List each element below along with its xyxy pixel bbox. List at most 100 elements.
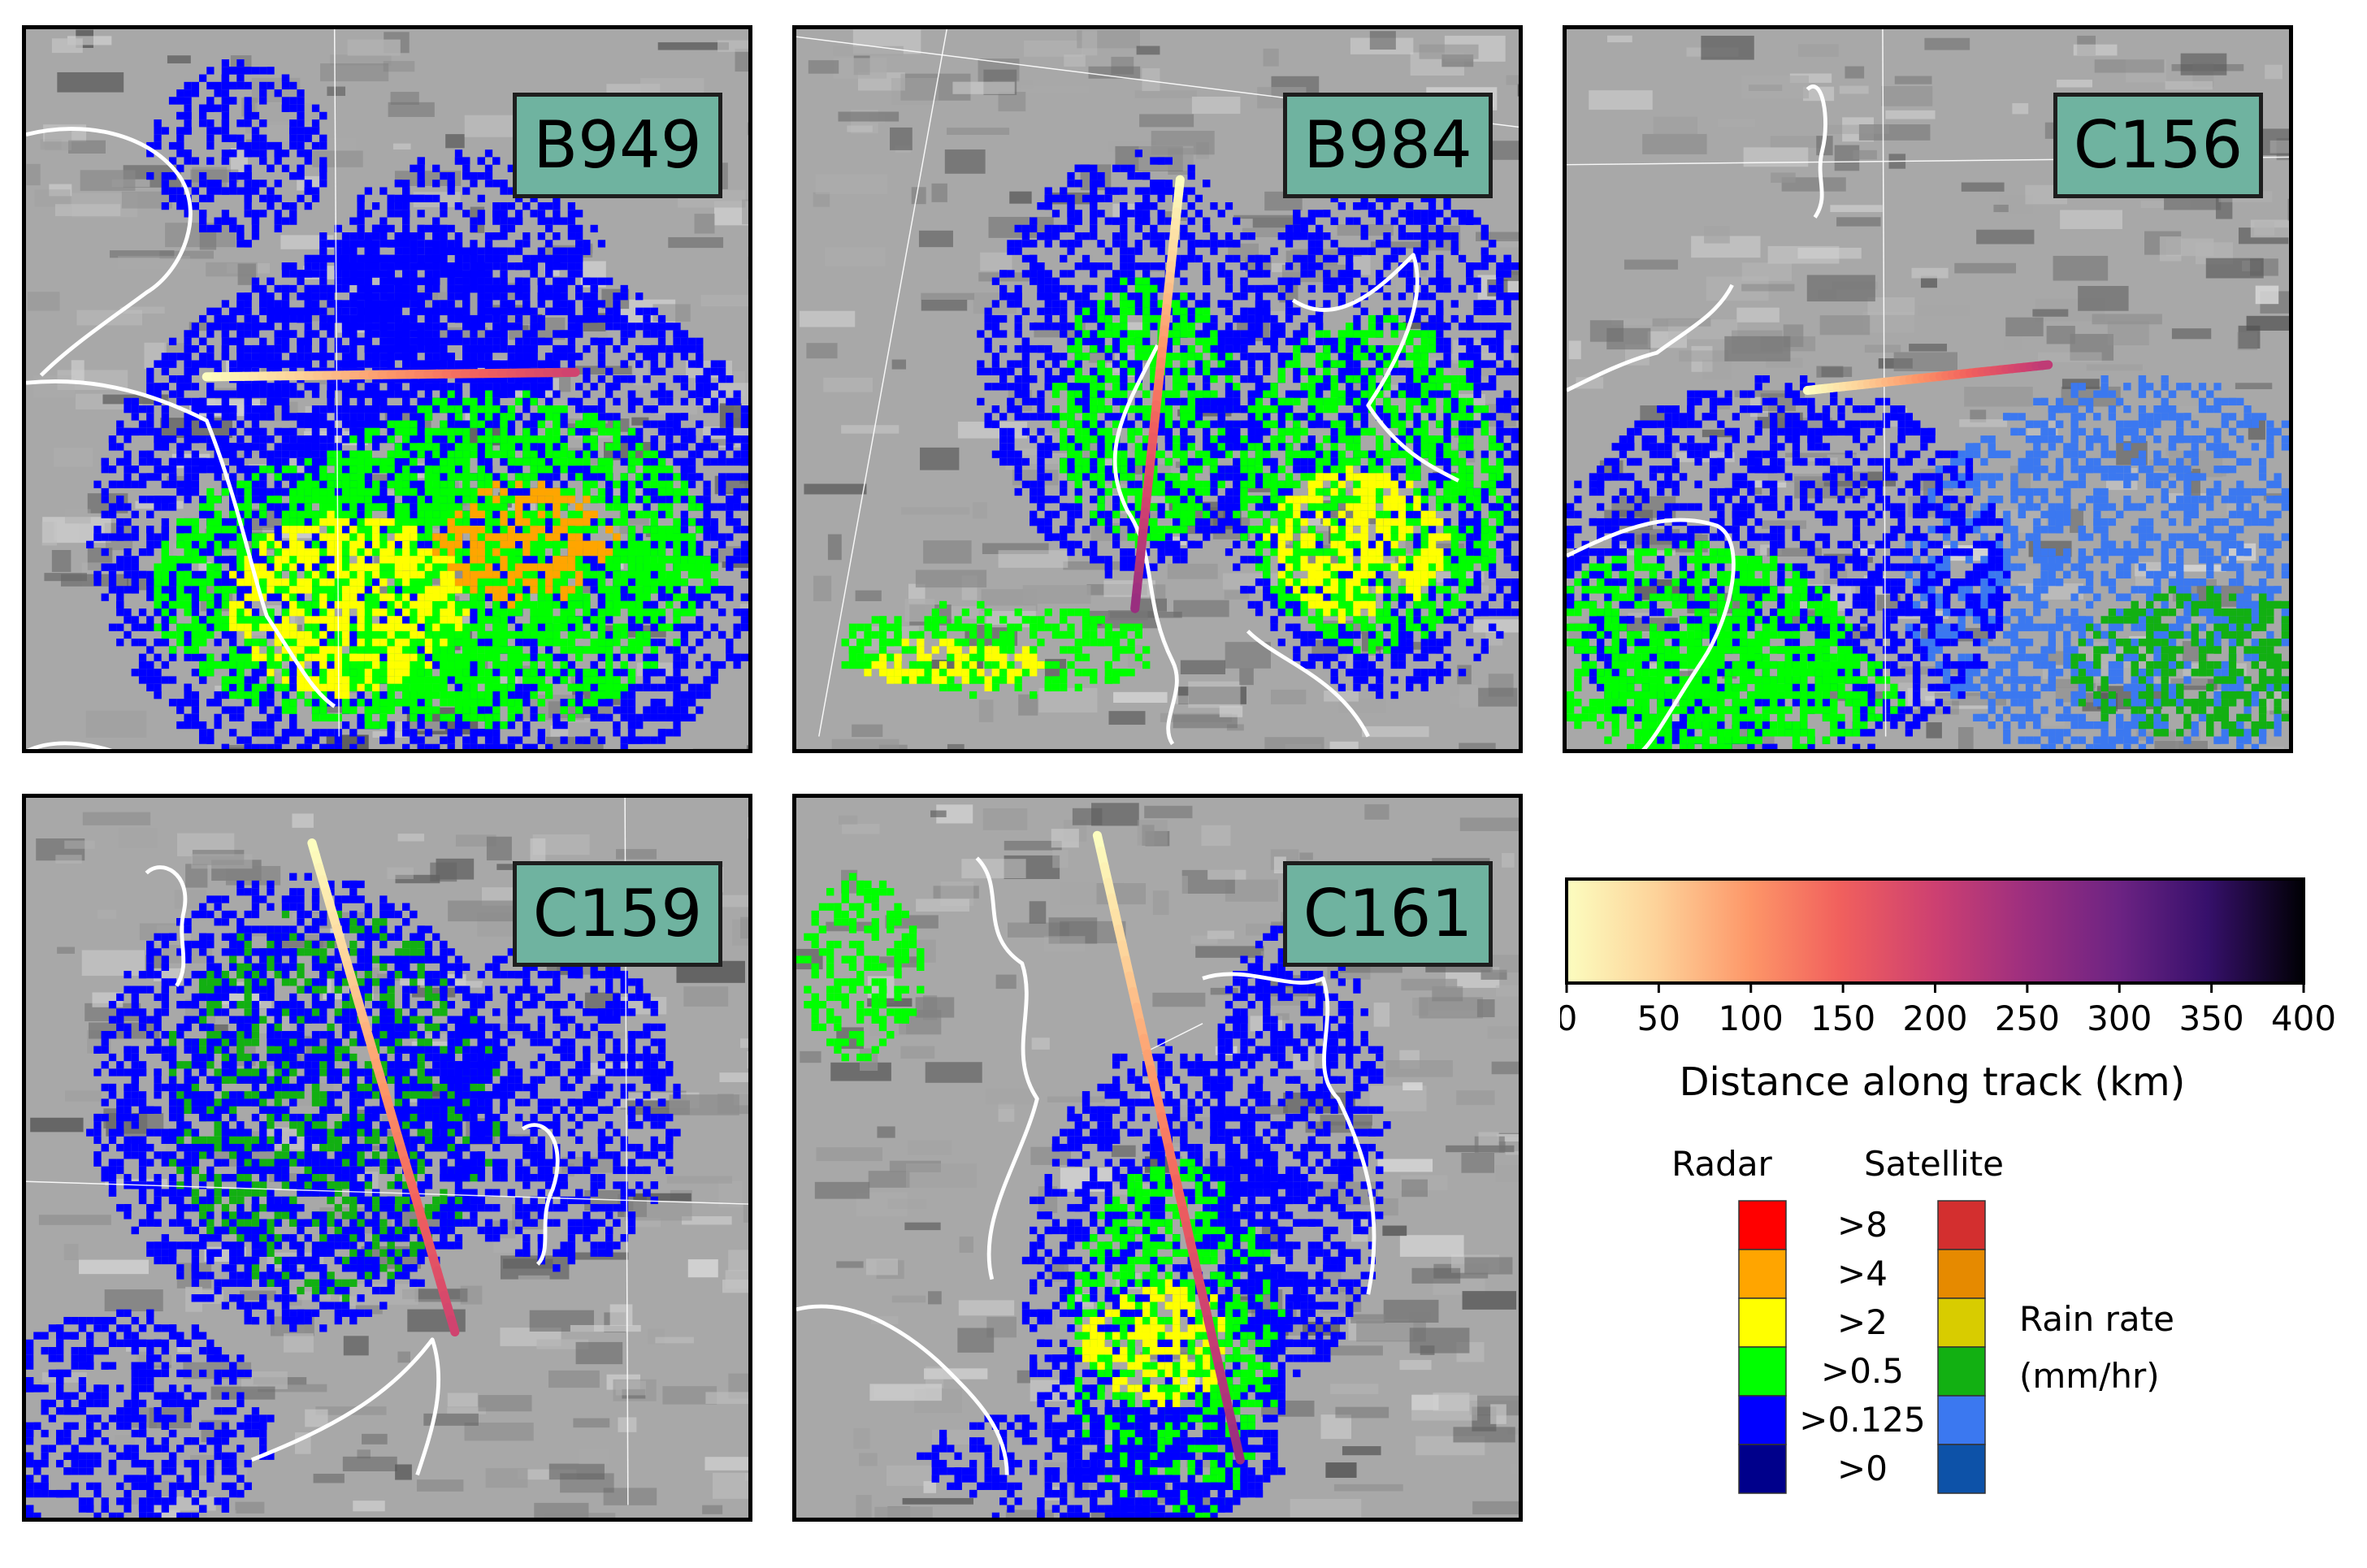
precip-pixel	[598, 353, 605, 360]
precip-pixel	[222, 405, 229, 413]
precip-pixel	[643, 458, 650, 466]
precip-pixel	[418, 526, 425, 533]
precip-pixel	[462, 744, 470, 749]
precip-pixel	[492, 285, 500, 292]
precip-pixel	[651, 421, 658, 428]
precip-pixel	[229, 323, 236, 330]
precip-pixel	[432, 270, 440, 277]
precip-pixel	[102, 563, 109, 570]
precip-pixel	[673, 706, 680, 713]
precip-pixel	[282, 323, 289, 330]
precip-pixel	[176, 488, 184, 496]
precip-pixel	[184, 360, 191, 367]
precip-pixel	[418, 435, 425, 443]
precip-pixel	[162, 639, 169, 646]
precip-pixel	[169, 338, 176, 345]
precip-pixel	[621, 375, 628, 383]
precip-pixel	[319, 240, 327, 247]
precip-pixel	[215, 714, 222, 721]
precip-pixel	[259, 353, 267, 360]
precip-pixel	[410, 511, 417, 518]
precip-pixel	[733, 526, 740, 533]
precip-pixel	[289, 451, 297, 458]
precip-pixel	[688, 699, 696, 706]
precip-pixel	[388, 729, 395, 736]
precip-pixel	[297, 278, 304, 285]
precip-pixel	[319, 435, 327, 443]
precip-pixel	[116, 443, 124, 450]
precip-pixel	[289, 684, 297, 691]
precip-pixel	[199, 466, 206, 473]
precip-pixel	[252, 391, 259, 398]
precip-pixel	[741, 421, 748, 428]
precip-pixel	[621, 496, 628, 503]
precip-pixel	[605, 323, 613, 330]
precip-pixel	[327, 330, 334, 337]
precip-pixel	[688, 586, 696, 593]
precip-pixel	[327, 691, 334, 699]
precip-pixel	[327, 571, 334, 578]
precip-pixel	[206, 624, 214, 631]
precip-pixel	[275, 353, 282, 360]
precip-pixel	[176, 353, 184, 360]
precip-pixel	[621, 669, 628, 676]
precip-pixel	[711, 586, 718, 593]
precip-pixel	[259, 391, 267, 398]
precip-pixel	[681, 511, 688, 518]
precip-pixel	[681, 691, 688, 699]
precip-pixel	[229, 413, 236, 420]
precip-pixel	[598, 315, 605, 323]
precip-pixel	[643, 308, 650, 315]
precip-pixel	[681, 699, 688, 706]
precip-pixel	[116, 428, 124, 435]
precip-pixel	[222, 631, 229, 639]
precip-pixel	[267, 405, 274, 413]
precip-pixel	[658, 451, 665, 458]
precip-pixel	[342, 413, 349, 420]
precip-pixel	[688, 391, 696, 398]
precip-pixel	[583, 556, 590, 563]
precip-pixel	[711, 398, 718, 405]
precip-pixel	[673, 676, 680, 683]
precip-pixel	[515, 413, 522, 420]
precip-pixel	[522, 699, 530, 706]
precip-pixel	[199, 616, 206, 623]
precip-pixel	[530, 383, 537, 390]
precip-pixel	[583, 616, 590, 623]
precip-pixel	[116, 503, 124, 510]
precip-pixel	[206, 405, 214, 413]
precip-pixel	[388, 721, 395, 729]
precip-pixel	[215, 594, 222, 601]
precip-pixel	[192, 541, 199, 548]
precip-pixel	[289, 413, 297, 420]
precip-pixel	[372, 413, 379, 420]
precip-pixel	[508, 518, 515, 526]
precip-pixel	[215, 308, 222, 315]
precip-pixel	[651, 654, 658, 661]
precip-pixel	[402, 706, 410, 713]
precip-pixel	[613, 345, 620, 353]
precip-pixel	[192, 458, 199, 466]
map-panel-b949: B949	[22, 25, 752, 753]
precip-pixel	[184, 488, 191, 496]
precip-pixel	[492, 383, 500, 390]
precip-pixel	[651, 736, 658, 743]
precip-pixel	[500, 345, 507, 353]
precip-pixel	[259, 345, 267, 353]
precip-pixel	[342, 240, 349, 247]
precip-pixel	[508, 488, 515, 496]
precip-pixel	[388, 503, 395, 510]
precip-pixel	[522, 278, 530, 285]
precip-pixel	[522, 586, 530, 593]
precip-pixel	[598, 338, 605, 345]
precip-pixel	[643, 601, 650, 609]
precip-pixel	[485, 353, 492, 360]
precip-pixel	[681, 435, 688, 443]
precip-pixel	[665, 391, 673, 398]
precip-pixel	[485, 308, 492, 315]
precip-pixel	[681, 353, 688, 360]
precip-pixel	[726, 375, 733, 383]
precip-pixel	[169, 571, 176, 578]
precip-pixel	[365, 481, 372, 488]
precip-pixel	[703, 375, 710, 383]
